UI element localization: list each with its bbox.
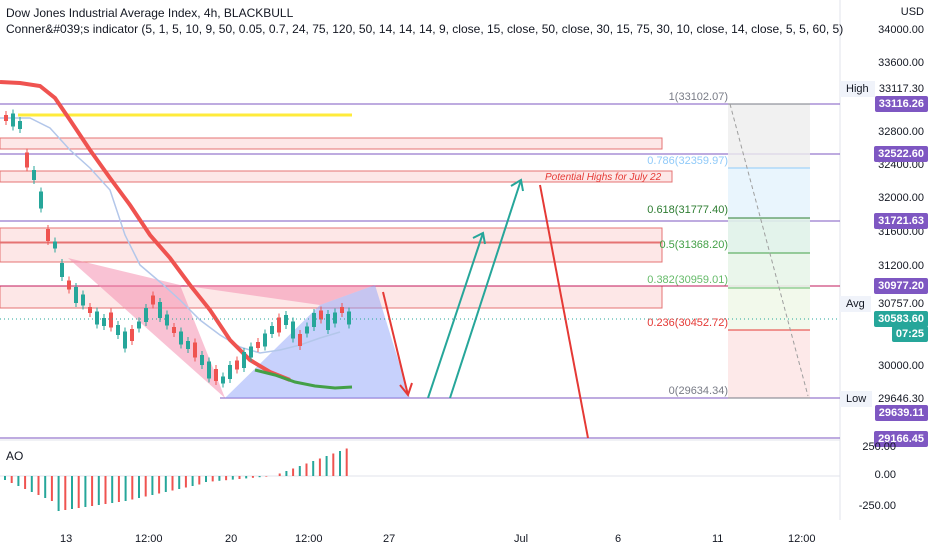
avg-value: 30757.00 — [878, 298, 924, 310]
ao-bar — [84, 476, 86, 507]
ao-bar — [111, 476, 113, 503]
price-tick: 30000.00 — [878, 360, 924, 372]
ao-bar — [285, 471, 287, 476]
ao-bar — [131, 476, 133, 500]
chart-title: Dow Jones Industrial Average Index, 4h, … — [6, 6, 293, 20]
ao-bar — [198, 476, 200, 485]
time-tick: 27 — [383, 533, 395, 545]
level-tag: 33116.26 — [875, 96, 928, 112]
ao-bar — [218, 476, 220, 481]
ao-bar — [145, 476, 147, 497]
ao-bar — [292, 469, 294, 477]
potential-highs-annotation[interactable]: Potential Highs for July 22 — [545, 172, 661, 183]
ao-bar — [346, 449, 348, 477]
ao-bar — [252, 476, 254, 478]
ao-bar — [339, 451, 341, 476]
fib-label: 1(33102.07) — [669, 91, 728, 103]
time-tick: Jul — [514, 533, 528, 545]
ao-bar — [11, 476, 13, 483]
time-tick: 13 — [60, 533, 72, 545]
ao-bar — [165, 476, 167, 492]
fib-label: 0.618(31777.40) — [647, 204, 728, 216]
time-tick: 12:00 — [135, 533, 163, 545]
fib-label: 0.5(31368.20) — [660, 239, 729, 251]
ao-bar — [245, 476, 247, 478]
ao-bar — [31, 476, 33, 492]
last-price-tag: 30583.60 — [874, 311, 928, 327]
price-tick: 32000.00 — [878, 192, 924, 204]
ao-bar — [51, 476, 53, 501]
time-tick: 20 — [225, 533, 237, 545]
indicator-legend[interactable]: Conner&#039;s indicator (5, 1, 5, 10, 9,… — [6, 22, 843, 36]
ao-bar — [4, 476, 6, 480]
low-label: Low — [840, 391, 872, 407]
ao-bar — [326, 456, 328, 476]
fib-label: 0.786(32359.97) — [647, 155, 728, 167]
high-value: 33117.30 — [879, 83, 924, 95]
fib-label: 0.382(30959.01) — [647, 274, 728, 286]
ao-bar — [58, 476, 60, 511]
ao-bar — [225, 476, 227, 480]
price-tick: 31200.00 — [878, 260, 924, 272]
fib-retracement[interactable] — [728, 104, 810, 398]
level-tag: 30977.20 — [874, 278, 928, 294]
ao-bar — [212, 476, 214, 481]
ao-bar — [125, 476, 127, 501]
ao-bar — [178, 476, 180, 489]
ao-bar — [158, 476, 160, 494]
ao-bar — [299, 466, 301, 476]
low-value: 29646.30 — [878, 393, 924, 405]
ao-bar — [279, 474, 281, 477]
ao-bar — [44, 476, 46, 498]
level-tag: 32522.60 — [874, 146, 928, 162]
ao-histogram — [4, 449, 348, 512]
ao-bar — [332, 454, 334, 477]
ao-bar — [172, 476, 174, 491]
ao-bar — [64, 476, 66, 510]
high-label: High — [840, 81, 875, 97]
ao-bar — [71, 476, 73, 509]
level-tag: 31721.63 — [874, 213, 928, 229]
ao-bar — [259, 476, 261, 477]
ao-tick: 0.00 — [875, 469, 896, 481]
ao-bar — [306, 464, 308, 477]
ao-bar — [319, 459, 321, 477]
ao-bar — [192, 476, 194, 486]
ao-bar — [105, 476, 107, 504]
fib-label: 0(29634.34) — [669, 385, 728, 397]
time-tick: 11 — [712, 533, 723, 545]
ao-bar — [312, 461, 314, 476]
ao-bar — [239, 476, 241, 479]
ao-bar — [151, 476, 153, 495]
forecast-arrows[interactable] — [383, 180, 588, 438]
ao-bar — [265, 476, 267, 477]
countdown-tag: 07:25 — [892, 326, 928, 342]
ao-tick: -250.00 — [859, 500, 896, 512]
ao-bar — [24, 476, 26, 489]
ao-tick: 250.00 — [862, 441, 896, 453]
ao-bar — [91, 476, 93, 506]
time-tick: 12:00 — [295, 533, 323, 545]
time-tick: 12:00 — [788, 533, 816, 545]
ao-label: AO — [6, 449, 23, 463]
avg-label: Avg — [840, 296, 871, 312]
price-tick: 32800.00 — [878, 126, 924, 138]
ao-bar — [205, 476, 207, 482]
price-tick: 34000.00 — [878, 24, 924, 36]
fib-label: 0.236(30452.72) — [647, 317, 728, 329]
ao-bar — [98, 476, 100, 505]
ao-bar — [232, 476, 234, 480]
price-tick: 33600.00 — [878, 57, 924, 69]
ao-bar — [185, 476, 187, 488]
ao-bar — [38, 476, 40, 495]
currency-label: USD — [901, 6, 924, 18]
time-tick: 6 — [615, 533, 621, 545]
ao-bar — [78, 476, 80, 508]
ao-bar — [17, 476, 19, 486]
level-tag: 29639.11 — [875, 405, 928, 421]
ao-bar — [138, 476, 140, 498]
ao-bar — [118, 476, 120, 502]
